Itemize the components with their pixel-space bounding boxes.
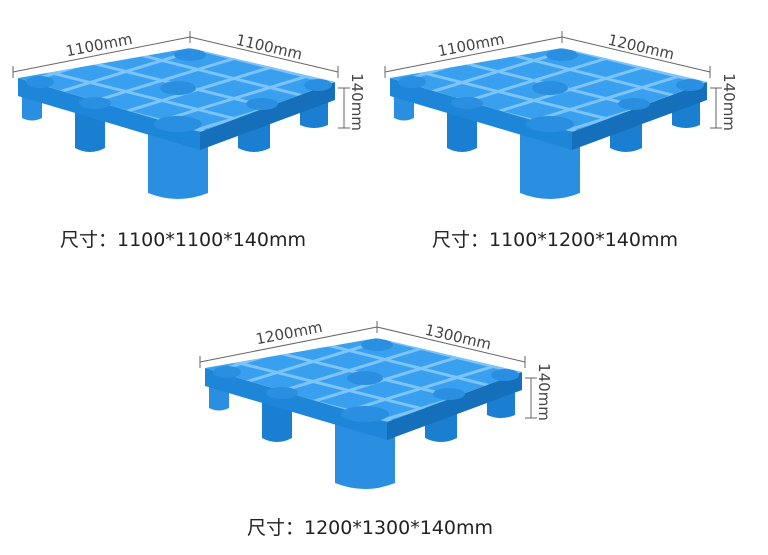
caption: 尺寸：1100*1200*140mm — [432, 229, 678, 251]
dim-height: 140mm — [535, 363, 553, 421]
dim-right: 1100mm — [234, 31, 304, 64]
dim-right: 1300mm — [423, 321, 493, 354]
dim-left: 1200mm — [254, 318, 324, 349]
caption: 尺寸：1100*1100*140mm — [60, 229, 306, 251]
dim-left: 1100mm — [64, 30, 134, 61]
pallet-image — [0, 0, 360, 210]
pallet-image — [187, 270, 547, 500]
dim-height: 140mm — [720, 73, 738, 131]
dim-right: 1200mm — [606, 31, 676, 64]
caption: 尺寸：1200*1300*140mm — [247, 517, 493, 539]
pallet-image — [372, 0, 732, 210]
dim-height: 140mm — [348, 73, 366, 131]
dim-left: 1100mm — [436, 30, 506, 61]
